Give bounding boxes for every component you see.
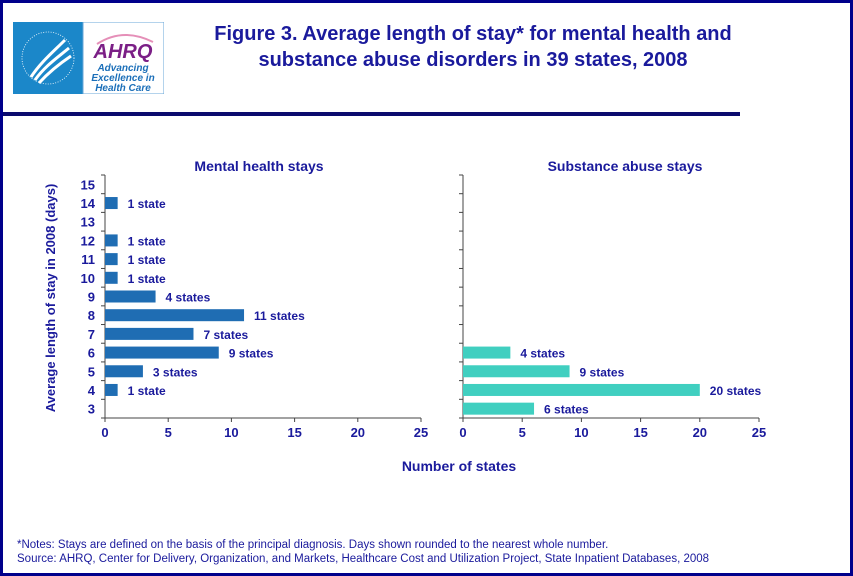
bar [105, 234, 118, 247]
data-label: 7 states [203, 328, 248, 342]
bar [105, 309, 245, 322]
bar [105, 365, 143, 378]
y-tick-label: 9 [88, 290, 95, 305]
data-label: 6 states [544, 403, 589, 417]
data-label: 20 states [710, 384, 762, 398]
bar [105, 271, 118, 284]
bar [463, 402, 535, 415]
bar [463, 346, 511, 359]
y-tick-label: 12 [81, 233, 95, 248]
svg-text:Excellence in: Excellence in [91, 73, 154, 84]
x-tick-label: 5 [165, 425, 172, 440]
data-label: 9 states [229, 347, 274, 361]
x-tick-label: 10 [574, 425, 588, 440]
x-axis-title: Number of states [402, 458, 517, 474]
data-label: 1 state [128, 272, 166, 286]
footnote: *Notes: Stays are defined on the basis o… [17, 539, 609, 551]
x-tick-label: 0 [459, 425, 466, 440]
source-note: Source: AHRQ, Center for Delivery, Organ… [17, 553, 710, 565]
data-label: 3 states [153, 365, 198, 379]
y-tick-label: 5 [88, 364, 95, 379]
bar [105, 253, 118, 266]
x-tick-label: 10 [224, 425, 238, 440]
data-label: 9 states [580, 365, 625, 379]
y-tick-label: 15 [81, 177, 95, 192]
bar-charts: Mental health stays 0 5 10 15 20 25 3 4 1 state 5 3… [43, 158, 766, 474]
figure-title: Figure 3. Average length of stay* for me… [173, 21, 773, 73]
y-tick-label: 3 [88, 402, 95, 417]
x-tick-label: 25 [414, 425, 428, 440]
bar [463, 383, 700, 396]
y-tick-label: 6 [88, 346, 95, 361]
bar [105, 346, 219, 359]
svg-text:Advancing: Advancing [96, 63, 148, 74]
x-tick-label: 5 [519, 425, 526, 440]
title-line-1: Figure 3. Average length of stay* for me… [214, 23, 732, 45]
x-tick-label: 25 [752, 425, 766, 440]
x-tick-label: 20 [693, 425, 707, 440]
y-tick-label: 8 [88, 308, 95, 323]
panel-title: Mental health stays [194, 158, 323, 174]
title-line-2: substance abuse disorders in 39 states, … [258, 49, 688, 71]
y-tick-label: 14 [81, 196, 96, 211]
ahrq-wordmark: AHRQ [93, 41, 153, 63]
panel-title: Substance abuse stays [548, 158, 703, 174]
x-tick-label: 0 [101, 425, 108, 440]
data-label: 1 state [128, 253, 166, 267]
y-tick-label: 7 [88, 327, 95, 342]
y-axis-title: Average length of stay in 2008 (days) [43, 184, 58, 413]
x-tick-label: 20 [351, 425, 365, 440]
y-tick-label: 10 [81, 271, 95, 286]
bar [105, 327, 194, 340]
bar [105, 197, 118, 210]
y-tick-label: 4 [88, 383, 96, 398]
data-label: 1 state [128, 384, 166, 398]
bar [105, 290, 156, 303]
data-label: 4 states [520, 347, 565, 361]
y-tick-label: 11 [81, 252, 95, 267]
data-label: 4 states [166, 291, 211, 305]
x-tick-label: 15 [287, 425, 301, 440]
svg-text:Health Care: Health Care [95, 83, 151, 94]
hhs-ahrq-logo: AHRQ Advancing Excellence in Health Care [13, 21, 165, 95]
data-label: 1 state [128, 197, 166, 211]
header-divider [3, 112, 740, 116]
bar [463, 365, 570, 378]
y-tick-label: 13 [81, 215, 95, 230]
bar [105, 383, 118, 396]
x-tick-label: 15 [633, 425, 647, 440]
data-label: 11 states [254, 309, 305, 323]
data-label: 1 state [128, 234, 166, 248]
